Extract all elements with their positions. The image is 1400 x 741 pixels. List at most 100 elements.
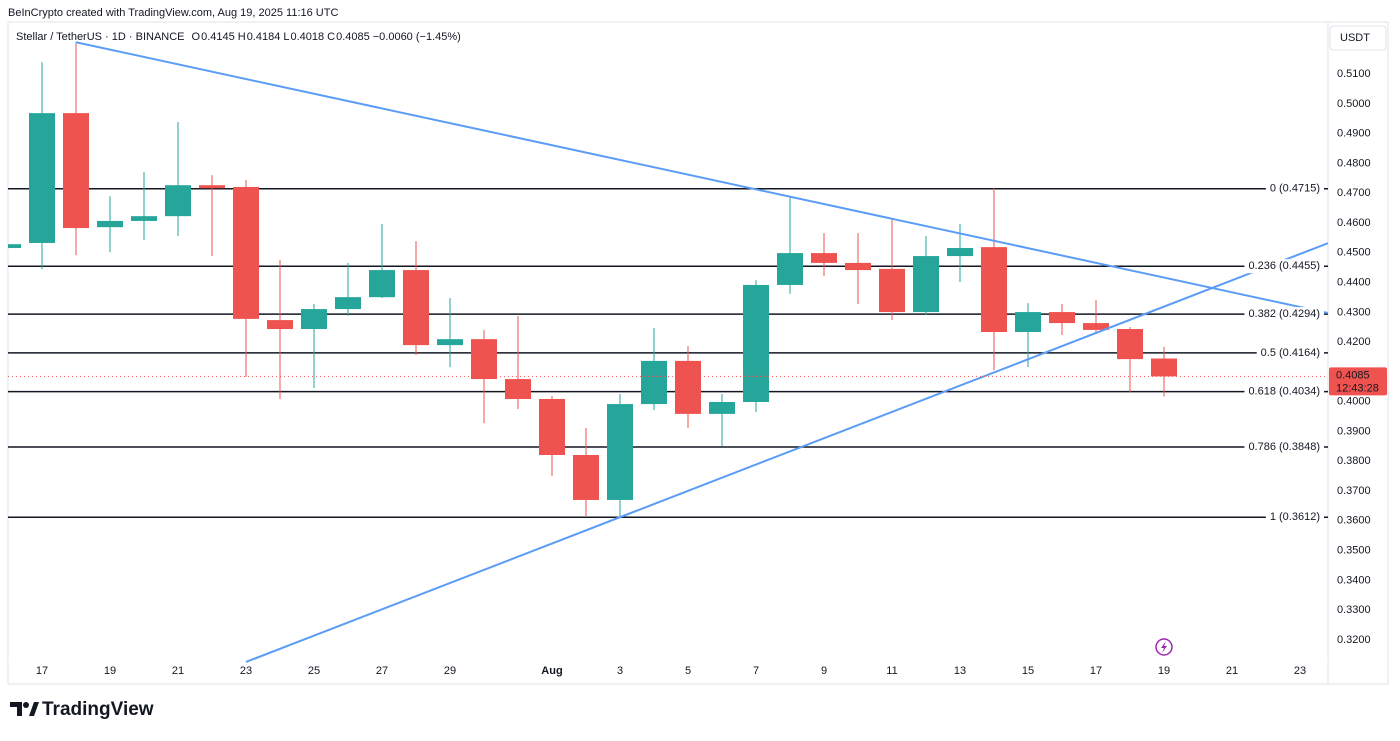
y-tick-label: 0.5000 <box>1337 98 1371 110</box>
y-tick-label: 0.3300 <box>1337 604 1371 616</box>
currency[interactable]: USDT <box>1340 32 1370 44</box>
x-tick-label: 19 <box>1158 665 1170 677</box>
candle-body <box>675 360 701 414</box>
trendline <box>75 41 1328 315</box>
fib-label: 0.382 (0.4294) <box>1248 308 1320 320</box>
candle-body <box>607 404 633 500</box>
legend-text: 0.4085 <box>336 31 370 43</box>
fib-label: 0.618 (0.4034) <box>1248 385 1320 397</box>
legend-text: H <box>238 31 246 43</box>
event-icon[interactable] <box>1155 638 1173 656</box>
candle-body <box>1151 358 1177 377</box>
candle-body <box>97 220 123 228</box>
candle-body <box>267 320 293 330</box>
candle-body <box>1117 329 1143 360</box>
candle-body <box>981 247 1007 333</box>
credit: BeInCrypto created with TradingView.com,… <box>8 7 338 19</box>
y-tick-label: 0.4400 <box>1337 276 1371 288</box>
y-tick-label: 0.3700 <box>1337 485 1371 497</box>
last-price-box <box>1329 367 1387 396</box>
candle-body <box>947 248 973 257</box>
legend-text: 0.4184 <box>247 31 281 43</box>
x-tick-label: 15 <box>1022 665 1034 677</box>
candle-body <box>913 256 939 313</box>
candle-body <box>335 297 361 310</box>
candle-body <box>8 244 21 249</box>
x-tick-label: 29 <box>444 665 456 677</box>
currency-box[interactable] <box>1329 25 1387 51</box>
y-tick-label: 0.3400 <box>1337 574 1371 586</box>
x-tick-label: Aug <box>541 665 562 677</box>
candle-body <box>1083 323 1109 330</box>
x-tick-label: 23 <box>1294 665 1306 677</box>
candle-body <box>29 113 55 243</box>
y-tick-label: 0.3800 <box>1337 455 1371 467</box>
legend-text: 0.4018 <box>290 31 324 43</box>
plot <box>8 41 1328 663</box>
y-tick-label: 0.3200 <box>1337 634 1371 646</box>
x-tick-label: 25 <box>308 665 320 677</box>
candle-body <box>301 309 327 330</box>
candle-body <box>233 186 259 319</box>
y-tick-label: 0.4500 <box>1337 247 1371 259</box>
y-tick-label: 0.5100 <box>1337 68 1371 80</box>
fib-label-bg <box>1244 307 1324 322</box>
y-tick-label: 0.3900 <box>1337 425 1371 437</box>
legend-text: L <box>283 31 289 43</box>
brand-logo <box>10 702 39 716</box>
countdown: 12:43:28 <box>1336 382 1379 394</box>
fib-label: 1 (0.3612) <box>1270 511 1320 523</box>
candle-body <box>777 253 803 285</box>
candle-body <box>131 216 157 221</box>
candle-body <box>811 253 837 263</box>
candle-body <box>403 270 429 346</box>
x-tick-label: 3 <box>617 665 623 677</box>
fib-label-bg <box>1244 259 1324 274</box>
legend-text: Stellar / TetherUS · 1D · BINANCE <box>16 31 185 43</box>
legend-text: −0.0060 (−1.45%) <box>373 31 461 43</box>
x-tick-label: 23 <box>240 665 252 677</box>
candle-body <box>199 185 225 189</box>
candle-body <box>709 401 735 414</box>
candle-body <box>641 360 667 405</box>
y-tick-label: 0.3600 <box>1337 515 1371 527</box>
x-tick-label: 17 <box>36 665 48 677</box>
candle-body <box>63 113 89 229</box>
x-tick-label: 9 <box>821 665 827 677</box>
legend-text: C <box>327 31 335 43</box>
candle-body <box>369 270 395 298</box>
y-tick-label: 0.3500 <box>1337 544 1371 556</box>
candle-body <box>437 339 463 346</box>
candle-body <box>1015 312 1041 333</box>
fib-label: 0.236 (0.4455) <box>1248 260 1320 272</box>
x-tick-label: 5 <box>685 665 691 677</box>
x-tick-label: 21 <box>1226 665 1238 677</box>
y-tick-label: 0.4800 <box>1337 157 1371 169</box>
legend-text: 0.4145 <box>201 31 235 43</box>
x-tick-label: 17 <box>1090 665 1102 677</box>
fib-label: 0 (0.4715) <box>1270 183 1320 195</box>
y-tick-label: 0.4300 <box>1337 306 1371 318</box>
candle-body <box>1049 312 1075 324</box>
fib-label-bg <box>1244 384 1324 399</box>
x-tick-label: 27 <box>376 665 388 677</box>
x-tick-label: 21 <box>172 665 184 677</box>
candle-body <box>471 339 497 380</box>
candle-body <box>573 454 599 500</box>
x-tick-label: 7 <box>753 665 759 677</box>
trendline <box>245 242 1328 663</box>
y-tick-label: 0.4900 <box>1337 128 1371 140</box>
candle-body <box>539 399 565 455</box>
x-tick-label: 11 <box>886 665 897 677</box>
candle-body <box>743 284 769 402</box>
y-tick-label: 0.4000 <box>1337 396 1371 408</box>
brand: TradingView <box>42 699 154 720</box>
candle-body <box>845 262 871 271</box>
x-tick-label: 19 <box>104 665 116 677</box>
fib-label-bg <box>1256 345 1324 360</box>
fib-label-bg <box>1244 439 1324 454</box>
legend-text: O <box>192 31 201 43</box>
candle-body <box>505 379 531 400</box>
